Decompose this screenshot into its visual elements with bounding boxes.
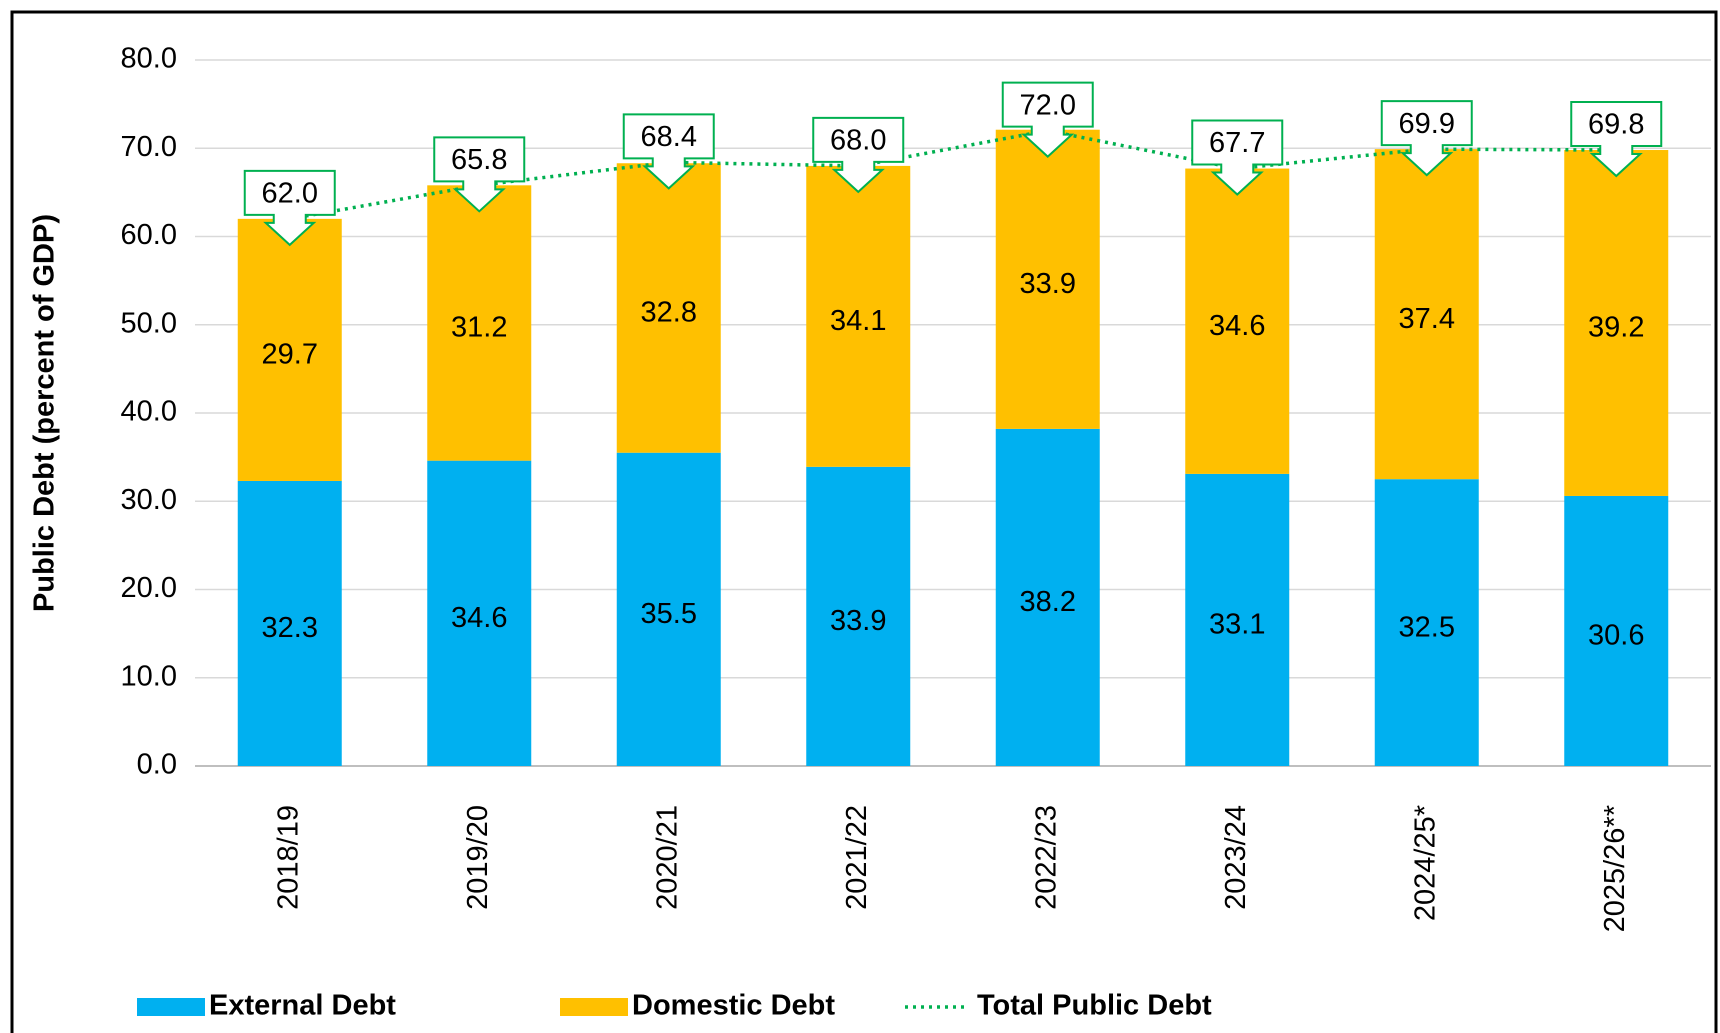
total-label: 69.8: [1588, 109, 1644, 141]
callout: [1570, 101, 1663, 178]
total-label: 69.9: [1399, 108, 1455, 140]
legend-label: External Debt: [209, 990, 396, 1022]
x-tick-label: 2022/23: [1030, 805, 1062, 910]
bar-segment: [1374, 149, 1479, 480]
x-tick-label: 2019/20: [462, 805, 494, 910]
value-label: 30.6: [1588, 620, 1644, 652]
legend-label: Total Public Debt: [977, 990, 1212, 1022]
y-tick-label: 20.0: [121, 572, 177, 604]
value-label: 33.1: [1209, 609, 1265, 641]
value-label: 39.2: [1588, 312, 1644, 344]
x-tick-label: 2021/22: [841, 805, 873, 910]
bar-segment: [1564, 150, 1669, 496]
y-tick-label: 40.0: [121, 396, 177, 428]
bar-segment: [1564, 495, 1669, 766]
bar-segment: [616, 452, 721, 766]
callout: [1001, 81, 1094, 158]
callout: [622, 113, 715, 190]
value-label: 34.6: [451, 602, 507, 634]
x-tick-label: 2018/19: [272, 805, 304, 910]
value-label: 32.5: [1399, 611, 1455, 643]
value-label: 31.2: [451, 312, 507, 344]
bar-segment: [237, 480, 342, 766]
bar-segment: [806, 466, 911, 766]
x-tick-label: 2024/25*: [1409, 805, 1441, 921]
value-label: 29.7: [262, 339, 318, 371]
frame: [10, 10, 1718, 1033]
total-label: 68.4: [641, 121, 697, 153]
y-tick-label: 0.0: [137, 749, 177, 781]
total-label: 65.8: [451, 144, 507, 176]
value-label: 33.9: [830, 605, 886, 637]
y-tick-label: 80.0: [121, 43, 177, 75]
callout: [1380, 100, 1473, 177]
y-tick-label: 60.0: [121, 219, 177, 251]
y-tick-label: 50.0: [121, 307, 177, 339]
value-label: 34.1: [830, 305, 886, 337]
bar-segment: [616, 163, 721, 453]
bar-segment: [1374, 479, 1479, 766]
bar-segment: [427, 185, 532, 461]
value-label: 37.4: [1399, 303, 1455, 335]
value-label: 32.3: [262, 612, 318, 644]
callout: [243, 169, 336, 247]
value-label: 32.8: [641, 297, 697, 329]
legend-swatch: [137, 998, 205, 1016]
callout: [812, 116, 905, 194]
legend-label: Domestic Debt: [632, 990, 835, 1022]
bar-segment: [237, 218, 342, 481]
x-tick-label: 2025/26**: [1599, 805, 1631, 932]
total-label: 68.0: [830, 125, 886, 157]
value-label: 34.6: [1209, 310, 1265, 342]
y-tick-label: 70.0: [121, 131, 177, 163]
callout: [433, 136, 526, 213]
legend-swatch: [560, 998, 628, 1016]
total-label: 72.0: [1020, 89, 1076, 121]
value-label: 38.2: [1020, 586, 1076, 618]
bar-segment: [1185, 473, 1290, 766]
x-tick-label: 2020/21: [651, 805, 683, 910]
bar-segment: [995, 428, 1100, 766]
bar-segment: [806, 165, 911, 467]
total-label: 67.7: [1209, 127, 1265, 159]
total-label: 62.0: [262, 178, 318, 210]
y-tick-label: 10.0: [121, 660, 177, 692]
bar-segment: [427, 460, 532, 766]
y-tick-label: 30.0: [121, 484, 177, 516]
value-label: 33.9: [1020, 268, 1076, 300]
bar-segment: [995, 129, 1100, 429]
callout: [1191, 119, 1284, 196]
x-tick-label: 2023/24: [1220, 805, 1252, 910]
y-axis-label: Public Debt (percent of GDP): [29, 214, 61, 612]
value-label: 35.5: [641, 598, 697, 630]
bar-segment: [1185, 168, 1290, 474]
